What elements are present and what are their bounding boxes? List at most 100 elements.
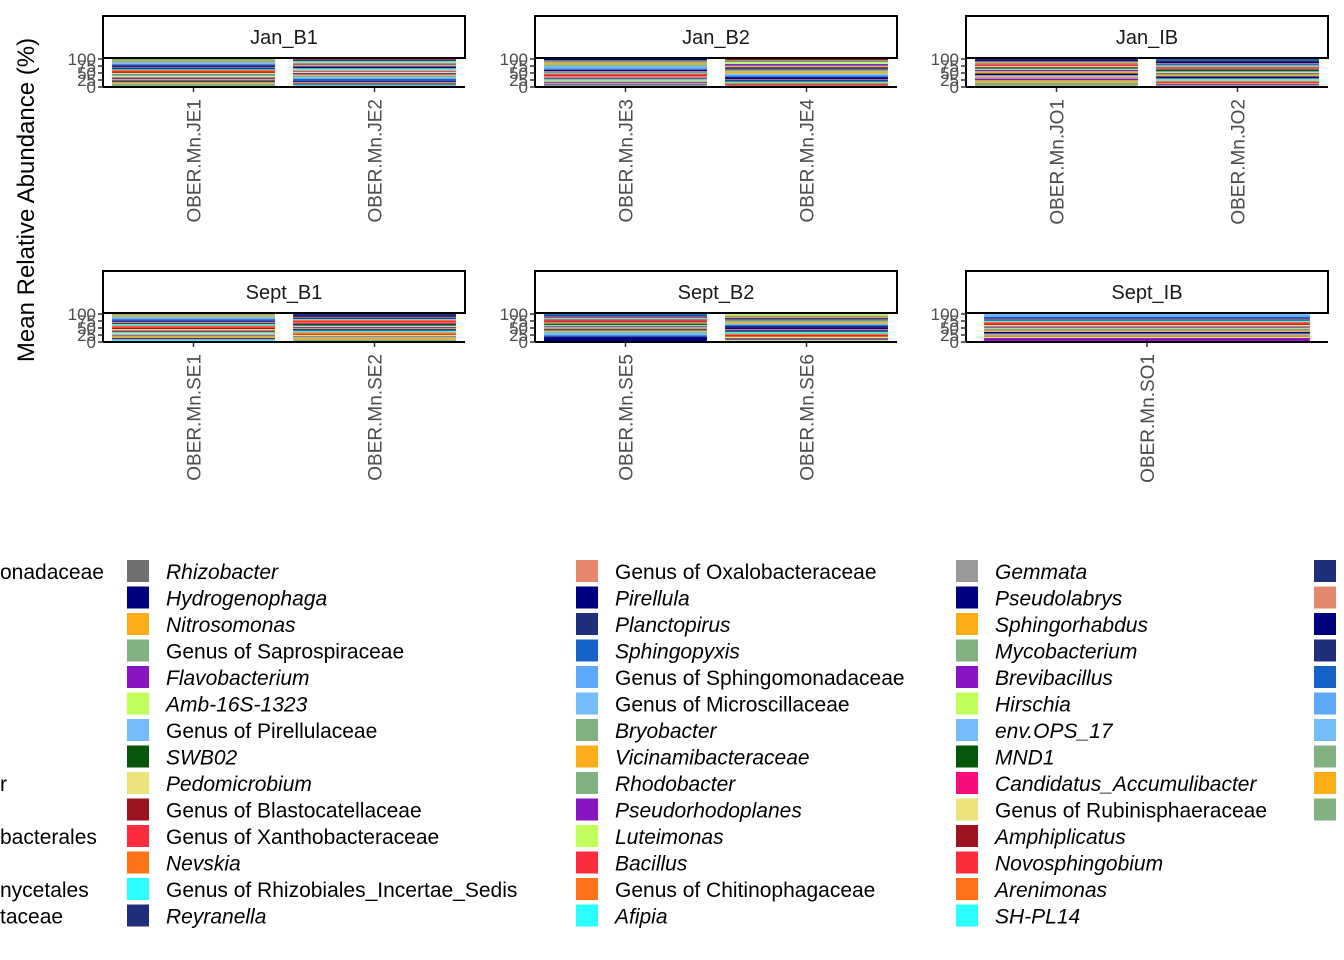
bar-segment	[293, 335, 456, 336]
bar-segment	[112, 67, 275, 68]
y-tick-label: 50	[509, 319, 528, 338]
bar-segment	[544, 65, 707, 68]
facet-strip-label: Jan_B2	[682, 27, 750, 49]
bar-segment	[293, 326, 456, 327]
bar-segment	[725, 68, 888, 71]
legend-swatch	[956, 692, 978, 715]
bar-segment	[725, 77, 888, 80]
bar-segment	[112, 69, 275, 72]
bar-segment	[984, 333, 1310, 335]
bar-segment	[544, 334, 707, 336]
bar-segment	[975, 80, 1138, 81]
legend-label: Luteimonas	[615, 826, 724, 849]
bar-segment	[112, 80, 275, 82]
bar-segment	[725, 323, 888, 324]
bar-segment	[544, 327, 707, 329]
bar-segment	[112, 333, 275, 335]
legend-swatch	[956, 825, 978, 847]
bar-segment	[544, 82, 707, 84]
bar-segment	[112, 66, 275, 68]
bar-segment	[293, 82, 456, 84]
legend-swatch	[127, 798, 149, 821]
legend-label: Genus of Xanthobacteraceae	[166, 826, 439, 849]
bar-segment	[293, 60, 456, 63]
bar-segment	[544, 80, 707, 82]
legend-swatch	[576, 772, 598, 794]
y-tick-label: 25	[509, 71, 528, 90]
bar-segment	[1156, 83, 1319, 85]
bar-segment	[293, 326, 456, 328]
legend-label: Hydrogenophaga	[166, 588, 327, 611]
legend-label: Sphingorhabdus	[995, 614, 1148, 637]
bar-segment	[112, 65, 275, 67]
legend-swatch	[127, 904, 149, 927]
stacked-bar	[975, 59, 1138, 87]
bar-segment	[725, 335, 888, 337]
legend-item: Bryobacter	[576, 719, 718, 743]
bar-segment	[544, 319, 707, 320]
bar-segment	[544, 71, 707, 73]
legend-item: Genus of Sphingomonadaceae	[576, 666, 905, 690]
bar-segment	[544, 315, 707, 316]
bar-segment	[112, 327, 275, 330]
stacked-bar	[112, 314, 275, 342]
bar-segment	[1156, 79, 1319, 81]
bar-segment	[544, 337, 707, 342]
bar-segment	[293, 62, 456, 64]
bar-segment	[112, 324, 275, 326]
bar-segment	[544, 64, 707, 66]
bar-segment	[984, 321, 1310, 323]
bar-segment	[112, 320, 275, 322]
legend-item: Planctopirus	[576, 613, 731, 637]
bar-segment	[725, 82, 888, 84]
bar-segment	[544, 77, 707, 79]
legend-item: Flavobacterium	[127, 666, 310, 690]
bar-segment	[975, 67, 1138, 69]
legend-item: Genus of Oxalobacteraceae	[576, 560, 877, 584]
legend-item: Vicinamibacteraceae	[576, 745, 810, 770]
x-tick-label: OBER.Mn.JE2	[366, 99, 387, 223]
bar-segment	[984, 315, 1310, 317]
legend-swatch	[576, 613, 598, 635]
legend-swatch	[956, 719, 978, 741]
bar-segment	[725, 71, 888, 74]
bar-segment	[293, 84, 456, 86]
legend-label: Nevskia	[166, 853, 241, 876]
bar-segment	[725, 334, 888, 336]
bar-segment	[293, 316, 456, 318]
legend-item: env.OPS_17	[956, 719, 1114, 743]
bar-segment	[984, 328, 1310, 330]
x-tick-label: OBER.Mn.SO1	[1138, 354, 1159, 483]
y-tick-label: 100	[931, 50, 959, 69]
bar-segment	[975, 71, 1138, 72]
bar-segment	[293, 319, 456, 321]
stacked-bar	[725, 59, 888, 87]
legend-swatch	[127, 878, 149, 900]
bar-segment	[984, 330, 1310, 331]
bar-segment	[1156, 62, 1319, 64]
y-tick-label: 50	[940, 64, 959, 83]
bar-segment	[975, 64, 1138, 66]
bar-segment	[112, 69, 275, 70]
legend-swatch	[576, 798, 598, 821]
bar-segment	[984, 320, 1310, 322]
bar-segment	[725, 317, 888, 319]
legend-swatch-partial	[1314, 745, 1336, 768]
bar-segment	[544, 336, 707, 338]
bar-segment	[112, 317, 275, 319]
bar-segment	[544, 59, 707, 61]
bar-segment	[984, 336, 1310, 339]
bar-segment	[725, 314, 888, 316]
legend-label-partial: nycetales	[0, 879, 89, 902]
bar-segment	[984, 319, 1310, 321]
bar-segment	[725, 330, 888, 332]
legend-label: Hirschia	[995, 694, 1071, 717]
legend-label: Rhodobacter	[615, 773, 736, 796]
legend-label: Genus of Blastocatellaceae	[166, 800, 422, 823]
legend-label: Reyranella	[166, 906, 266, 929]
bar-segment	[293, 63, 456, 65]
y-tick-label: 50	[940, 319, 959, 338]
bar-segment	[725, 331, 888, 334]
legend-item: Genus of Blastocatellaceae	[127, 798, 422, 823]
